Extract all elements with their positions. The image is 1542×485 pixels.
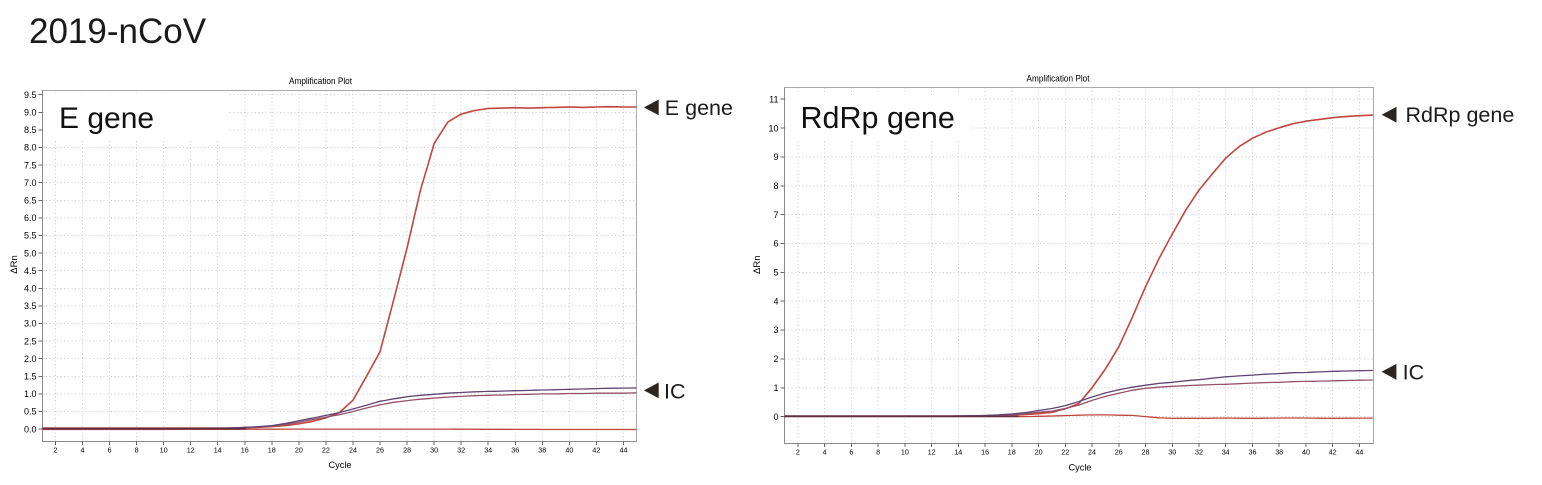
svg-text:1.5: 1.5: [24, 372, 37, 382]
svg-text:6.5: 6.5: [24, 196, 37, 206]
svg-text:7: 7: [773, 210, 778, 220]
svg-text:2.5: 2.5: [24, 336, 37, 346]
svg-text:44: 44: [1355, 448, 1363, 457]
svg-text:16: 16: [981, 448, 989, 457]
svg-text:2019-nCoV: 2019-nCoV: [29, 12, 207, 51]
svg-text:IC: IC: [664, 379, 686, 403]
svg-text:22: 22: [322, 446, 330, 455]
svg-text:RdRp gene: RdRp gene: [1406, 103, 1515, 127]
svg-text:12: 12: [187, 446, 195, 455]
svg-text:ΔRn: ΔRn: [752, 255, 763, 274]
svg-text:4.5: 4.5: [24, 266, 37, 276]
svg-text:9.0: 9.0: [24, 108, 37, 118]
svg-text:6: 6: [773, 239, 778, 249]
svg-text:6: 6: [849, 448, 853, 457]
svg-text:9: 9: [773, 152, 778, 162]
svg-text:3: 3: [773, 325, 778, 335]
svg-text:11: 11: [769, 95, 778, 105]
svg-text:E gene: E gene: [59, 102, 154, 135]
svg-text:44: 44: [620, 446, 628, 455]
svg-text:6: 6: [108, 446, 112, 455]
svg-text:Cycle: Cycle: [1069, 462, 1092, 472]
svg-text:4: 4: [773, 296, 778, 306]
svg-text:20: 20: [295, 446, 303, 455]
svg-text:8: 8: [135, 446, 139, 455]
svg-text:18: 18: [1008, 448, 1016, 457]
svg-text:36: 36: [1249, 448, 1257, 457]
svg-text:Amplification Plot: Amplification Plot: [1027, 74, 1090, 85]
svg-text:4: 4: [81, 446, 85, 455]
svg-text:30: 30: [430, 446, 438, 455]
svg-text:1: 1: [773, 383, 778, 393]
svg-text:2: 2: [773, 354, 778, 364]
svg-text:28: 28: [1142, 448, 1150, 457]
svg-text:32: 32: [1195, 448, 1203, 457]
svg-text:32: 32: [457, 446, 465, 455]
svg-text:3.0: 3.0: [24, 319, 37, 329]
svg-text:1.0: 1.0: [24, 389, 37, 399]
svg-text:10: 10: [768, 123, 778, 133]
svg-text:9.5: 9.5: [24, 90, 37, 100]
svg-text:14: 14: [214, 446, 222, 455]
svg-text:0.0: 0.0: [24, 424, 37, 434]
svg-text:ΔRn: ΔRn: [9, 255, 20, 274]
svg-text:40: 40: [565, 446, 573, 455]
svg-text:IC: IC: [1403, 360, 1425, 384]
svg-text:30: 30: [1168, 448, 1176, 457]
svg-text:7.0: 7.0: [24, 178, 37, 188]
svg-text:7.5: 7.5: [24, 160, 37, 170]
svg-text:26: 26: [1115, 448, 1123, 457]
svg-text:2: 2: [796, 448, 800, 457]
svg-text:10: 10: [160, 446, 168, 455]
svg-text:8.0: 8.0: [24, 143, 37, 153]
svg-text:12: 12: [928, 448, 936, 457]
svg-text:38: 38: [538, 446, 546, 455]
svg-text:0.5: 0.5: [24, 407, 37, 417]
svg-text:22: 22: [1061, 448, 1069, 457]
svg-text:4.0: 4.0: [24, 284, 37, 294]
svg-text:16: 16: [241, 446, 249, 455]
svg-text:28: 28: [403, 446, 411, 455]
svg-text:Cycle: Cycle: [329, 460, 352, 470]
svg-text:8.5: 8.5: [24, 125, 37, 135]
svg-text:8: 8: [876, 448, 880, 457]
svg-text:36: 36: [511, 446, 519, 455]
svg-text:E gene: E gene: [665, 96, 733, 120]
svg-text:42: 42: [592, 446, 600, 455]
svg-text:0: 0: [773, 412, 778, 422]
svg-text:4: 4: [823, 448, 827, 457]
svg-text:5: 5: [773, 268, 778, 278]
svg-text:34: 34: [484, 446, 492, 455]
svg-text:20: 20: [1035, 448, 1043, 457]
svg-text:10: 10: [901, 448, 909, 457]
svg-text:5.5: 5.5: [24, 231, 37, 241]
svg-text:2: 2: [53, 446, 57, 455]
svg-text:3.5: 3.5: [24, 301, 37, 311]
svg-text:RdRp gene: RdRp gene: [801, 101, 955, 135]
svg-text:2.0: 2.0: [24, 354, 37, 364]
svg-text:18: 18: [268, 446, 276, 455]
svg-text:14: 14: [954, 448, 962, 457]
svg-text:5.0: 5.0: [24, 248, 37, 258]
svg-text:38: 38: [1275, 448, 1283, 457]
svg-text:34: 34: [1222, 448, 1230, 457]
svg-text:8: 8: [773, 181, 778, 191]
svg-text:26: 26: [376, 446, 384, 455]
svg-text:40: 40: [1302, 448, 1310, 457]
svg-text:24: 24: [1088, 448, 1096, 457]
svg-text:24: 24: [349, 446, 357, 455]
svg-text:6.0: 6.0: [24, 213, 37, 223]
svg-text:42: 42: [1329, 448, 1337, 457]
svg-text:Amplification Plot: Amplification Plot: [289, 76, 352, 87]
